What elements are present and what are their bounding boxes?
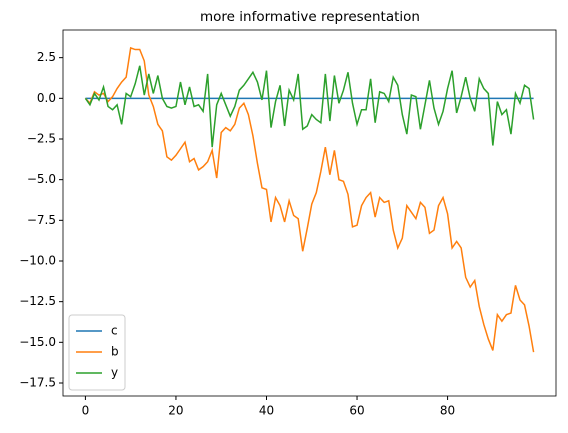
x-tick-label: 40 (259, 404, 274, 418)
y-tick-label: −7.5 (27, 213, 56, 227)
legend-label: b (111, 345, 119, 359)
line-series (84, 65, 535, 148)
line-series (84, 46, 535, 353)
y-tick-label: −17.5 (19, 375, 56, 389)
axes-frame (62, 29, 557, 397)
y-tick-label: −2.5 (27, 131, 56, 145)
x-tick-label: 80 (440, 404, 455, 418)
y-tick-label: −10.0 (19, 253, 56, 267)
y-tick-label: −12.5 (19, 294, 56, 308)
y-tick-label: −5.0 (27, 172, 56, 186)
x-tick-label: 60 (349, 404, 364, 418)
y-tick-label: 2.5 (37, 50, 56, 64)
legend-label: c (111, 324, 118, 338)
legend-label: y (111, 366, 118, 380)
y-tick-label: 0.0 (37, 91, 56, 105)
chart-title: more informative representation (200, 9, 420, 25)
x-tick-label: 20 (168, 404, 183, 418)
x-tick-label: 0 (82, 404, 90, 418)
y-tick-label: −15.0 (19, 335, 56, 349)
